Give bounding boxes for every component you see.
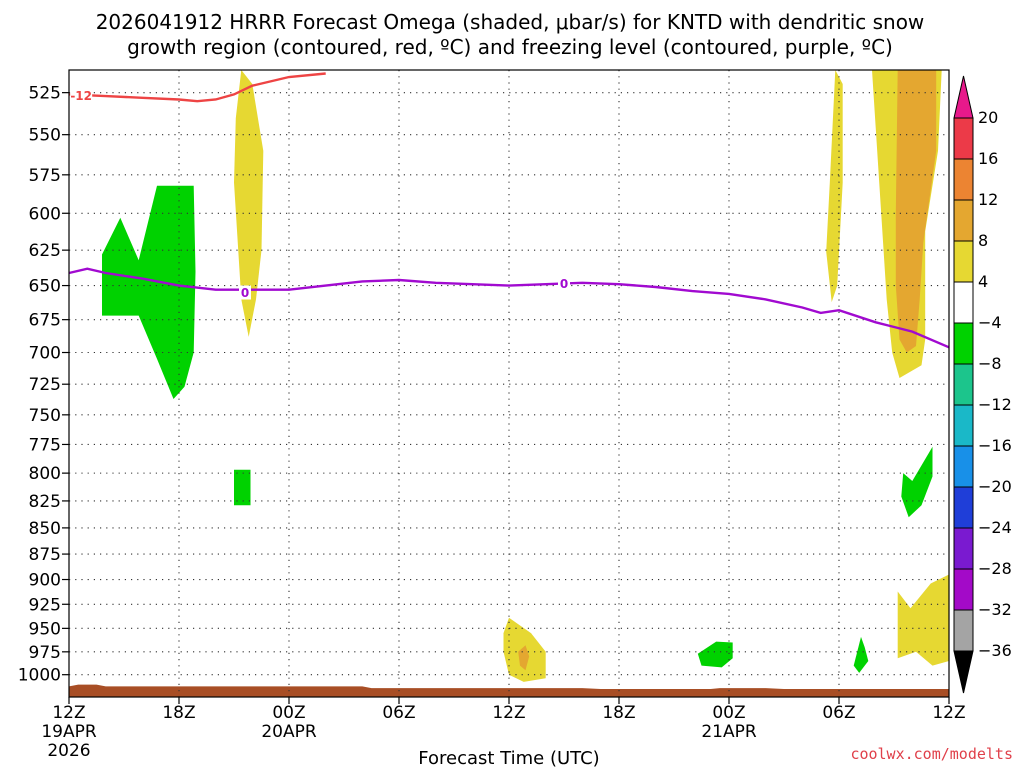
omega-region-2 xyxy=(234,469,251,506)
y-tick-label-875: 875 xyxy=(29,545,61,565)
freezing-level-label-2: 0 xyxy=(560,277,568,291)
chart-title-line-1: 2026041912 HRRR Forecast Omega (shaded, … xyxy=(96,10,925,34)
y-tick-label-525: 525 xyxy=(29,84,61,104)
colorbar-bin-6 xyxy=(953,322,974,365)
contour-lines: -12 0 0 xyxy=(68,72,950,349)
x-tick-label-8: 12Z xyxy=(932,703,965,723)
freezing-label-bg-2 xyxy=(558,276,570,291)
gridlines xyxy=(69,70,949,697)
dendritic-contour-line xyxy=(68,72,326,103)
colorbar-bin-12 xyxy=(953,568,974,611)
y-tick-label-575: 575 xyxy=(29,166,61,186)
omega-region-4 xyxy=(697,641,733,668)
y-tick-label-775: 775 xyxy=(29,435,61,455)
colorbar-label-10: −20 xyxy=(978,477,1012,496)
x-tick-date-0: 19APR xyxy=(41,722,97,742)
colorbar-bottom-cap xyxy=(953,650,974,694)
colorbar-top-cap xyxy=(953,75,974,119)
omega-region-6 xyxy=(234,70,264,337)
colorbar-bin-3 xyxy=(953,199,974,242)
colorbar-bin-9 xyxy=(953,445,974,488)
y-tick-label-925: 925 xyxy=(29,595,61,615)
colorbar: 20 16 12 8 4 −4 −8 −12 −16 −20 −24 −28 −32 −36 xyxy=(953,75,1012,694)
credit-text: coolwx.com/modelts xyxy=(850,745,1013,763)
dendritic-contour-label: -12 xyxy=(70,89,92,103)
omega-region-11 xyxy=(895,70,937,353)
y-tick-label-700: 700 xyxy=(29,344,61,364)
colorbar-label-7: −8 xyxy=(978,354,1002,373)
colorbar-label-11: −24 xyxy=(978,518,1012,537)
colorbar-label-12: −28 xyxy=(978,559,1012,578)
freezing-label-bg-1 xyxy=(239,285,251,300)
colorbar-label-2: 16 xyxy=(978,149,998,168)
y-tick-label-550: 550 xyxy=(29,126,61,146)
y-tick-label-800: 800 xyxy=(29,464,61,484)
colorbar-bin-11 xyxy=(953,527,974,570)
x-tick-label-2: 00Z xyxy=(272,703,305,723)
colorbar-label-5: 4 xyxy=(978,272,988,291)
colorbar-label-9: −16 xyxy=(978,436,1012,455)
x-tick-label-4: 12Z xyxy=(492,703,525,723)
y-tick-label-725: 725 xyxy=(29,375,61,395)
colorbar-label-3: 12 xyxy=(978,190,998,209)
x-tick-label-5: 18Z xyxy=(602,703,635,723)
y-tick-label-600: 600 xyxy=(29,204,61,224)
freezing-level-label-1: 0 xyxy=(241,286,249,300)
y-tick-label-900: 900 xyxy=(29,571,61,591)
y-tick-label-650: 650 xyxy=(29,277,61,297)
x-tick-date-6: 21APR xyxy=(701,722,757,742)
omega-region-1 xyxy=(102,185,196,399)
y-tick-label-850: 850 xyxy=(29,519,61,539)
y-tick-label-750: 750 xyxy=(29,406,61,426)
y-tick-label-1000: 1000 xyxy=(18,666,61,686)
colorbar-bin-5 xyxy=(953,281,974,324)
colorbar-bin-8 xyxy=(953,404,974,447)
x-tick-label-7: 06Z xyxy=(822,703,855,723)
x-tick-label-3: 06Z xyxy=(382,703,415,723)
x-tick-label-6: 00Z xyxy=(712,703,745,723)
y-tick-label-625: 625 xyxy=(29,241,61,261)
omega-region-3 xyxy=(901,446,933,518)
colorbar-label-1: 20 xyxy=(978,108,998,127)
y-tick-label-825: 825 xyxy=(29,492,61,512)
colorbar-label-6: −4 xyxy=(978,313,1002,332)
colorbar-label-14: −36 xyxy=(978,641,1012,660)
colorbar-bin-2 xyxy=(953,158,974,201)
y-tick-label-950: 950 xyxy=(29,619,61,639)
omega-region-9 xyxy=(897,574,949,666)
x-tick-label-0: 12Z xyxy=(52,703,85,723)
freezing-level-line xyxy=(68,267,950,349)
x-tick-label-1: 18Z xyxy=(162,703,195,723)
x-tick-year-0: 2026 xyxy=(47,741,90,761)
omega-shading xyxy=(102,70,949,682)
chart-title-line-2: growth region (contoured, red, ºC) and f… xyxy=(127,35,893,59)
y-tick-label-975: 975 xyxy=(29,643,61,663)
colorbar-label-4: 8 xyxy=(978,231,988,250)
omega-region-12 xyxy=(518,645,530,671)
dendritic-label-bg xyxy=(70,89,93,103)
colorbar-bin-4 xyxy=(953,240,974,283)
x-axis-label: Forecast Time (UTC) xyxy=(418,748,599,768)
colorbar-bin-7 xyxy=(953,363,974,406)
colorbar-label-8: −12 xyxy=(978,395,1012,414)
colorbar-bin-10 xyxy=(953,486,974,529)
colorbar-bin-1 xyxy=(953,117,974,160)
pressure-axis: 525 550 575 600 625 650 675 700 725 750 775 800 825 8… xyxy=(18,84,69,686)
colorbar-label-13: −32 xyxy=(978,600,1012,619)
colorbar-bin-13 xyxy=(953,609,974,652)
x-tick-date-2: 20APR xyxy=(261,722,317,742)
y-tick-label-675: 675 xyxy=(29,311,61,331)
omega-region-5 xyxy=(853,636,869,673)
omega-region-7 xyxy=(826,70,843,303)
